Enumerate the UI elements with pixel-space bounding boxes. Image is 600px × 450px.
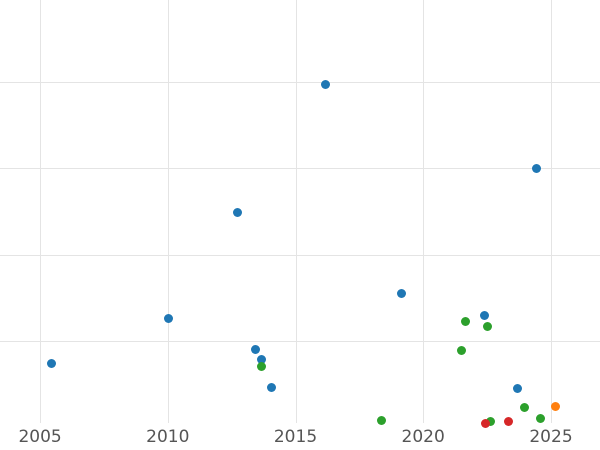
gridline-horizontal <box>0 254 600 256</box>
data-point-green-series <box>520 403 530 412</box>
gridline-horizontal <box>0 168 600 170</box>
gridline-horizontal <box>0 341 600 342</box>
plot-area <box>0 0 600 428</box>
gridline-horizontal <box>0 82 600 83</box>
data-point-blue-series <box>257 354 267 364</box>
data-point-blue-series <box>250 345 260 355</box>
data-point-green-series <box>483 321 493 331</box>
x-tick-label: 2005 <box>18 427 62 447</box>
data-point-blue-series <box>531 163 541 173</box>
data-point-red-series <box>481 418 491 428</box>
data-point-blue-series <box>396 289 406 298</box>
data-point-blue-series <box>163 314 173 323</box>
data-point-green-series <box>461 316 471 326</box>
data-point-blue-series <box>321 80 331 90</box>
data-point-blue-series <box>266 383 276 393</box>
x-tick-label: 2015 <box>273 427 318 447</box>
data-point-blue-series <box>512 384 522 393</box>
data-point-blue-series <box>232 207 242 217</box>
gridline-vertical <box>295 0 297 423</box>
gridline-vertical <box>551 0 552 423</box>
data-point-blue-series <box>46 358 56 368</box>
data-point-green-series <box>536 414 546 424</box>
gridline-vertical <box>167 0 169 423</box>
data-point-blue-series <box>480 310 489 320</box>
gridline-vertical <box>423 0 425 423</box>
x-tick-label: 2025 <box>529 427 573 447</box>
x-tick-label: 2010 <box>146 427 190 447</box>
data-point-green-series <box>485 416 495 426</box>
data-point-orange-series <box>551 402 561 412</box>
data-point-green-series <box>456 346 466 355</box>
gridline-vertical <box>40 0 42 423</box>
data-point-green-series <box>377 415 387 425</box>
data-point-green-series <box>256 362 266 372</box>
x-tick-label: 2020 <box>401 427 445 447</box>
data-point-red-series <box>503 416 513 426</box>
